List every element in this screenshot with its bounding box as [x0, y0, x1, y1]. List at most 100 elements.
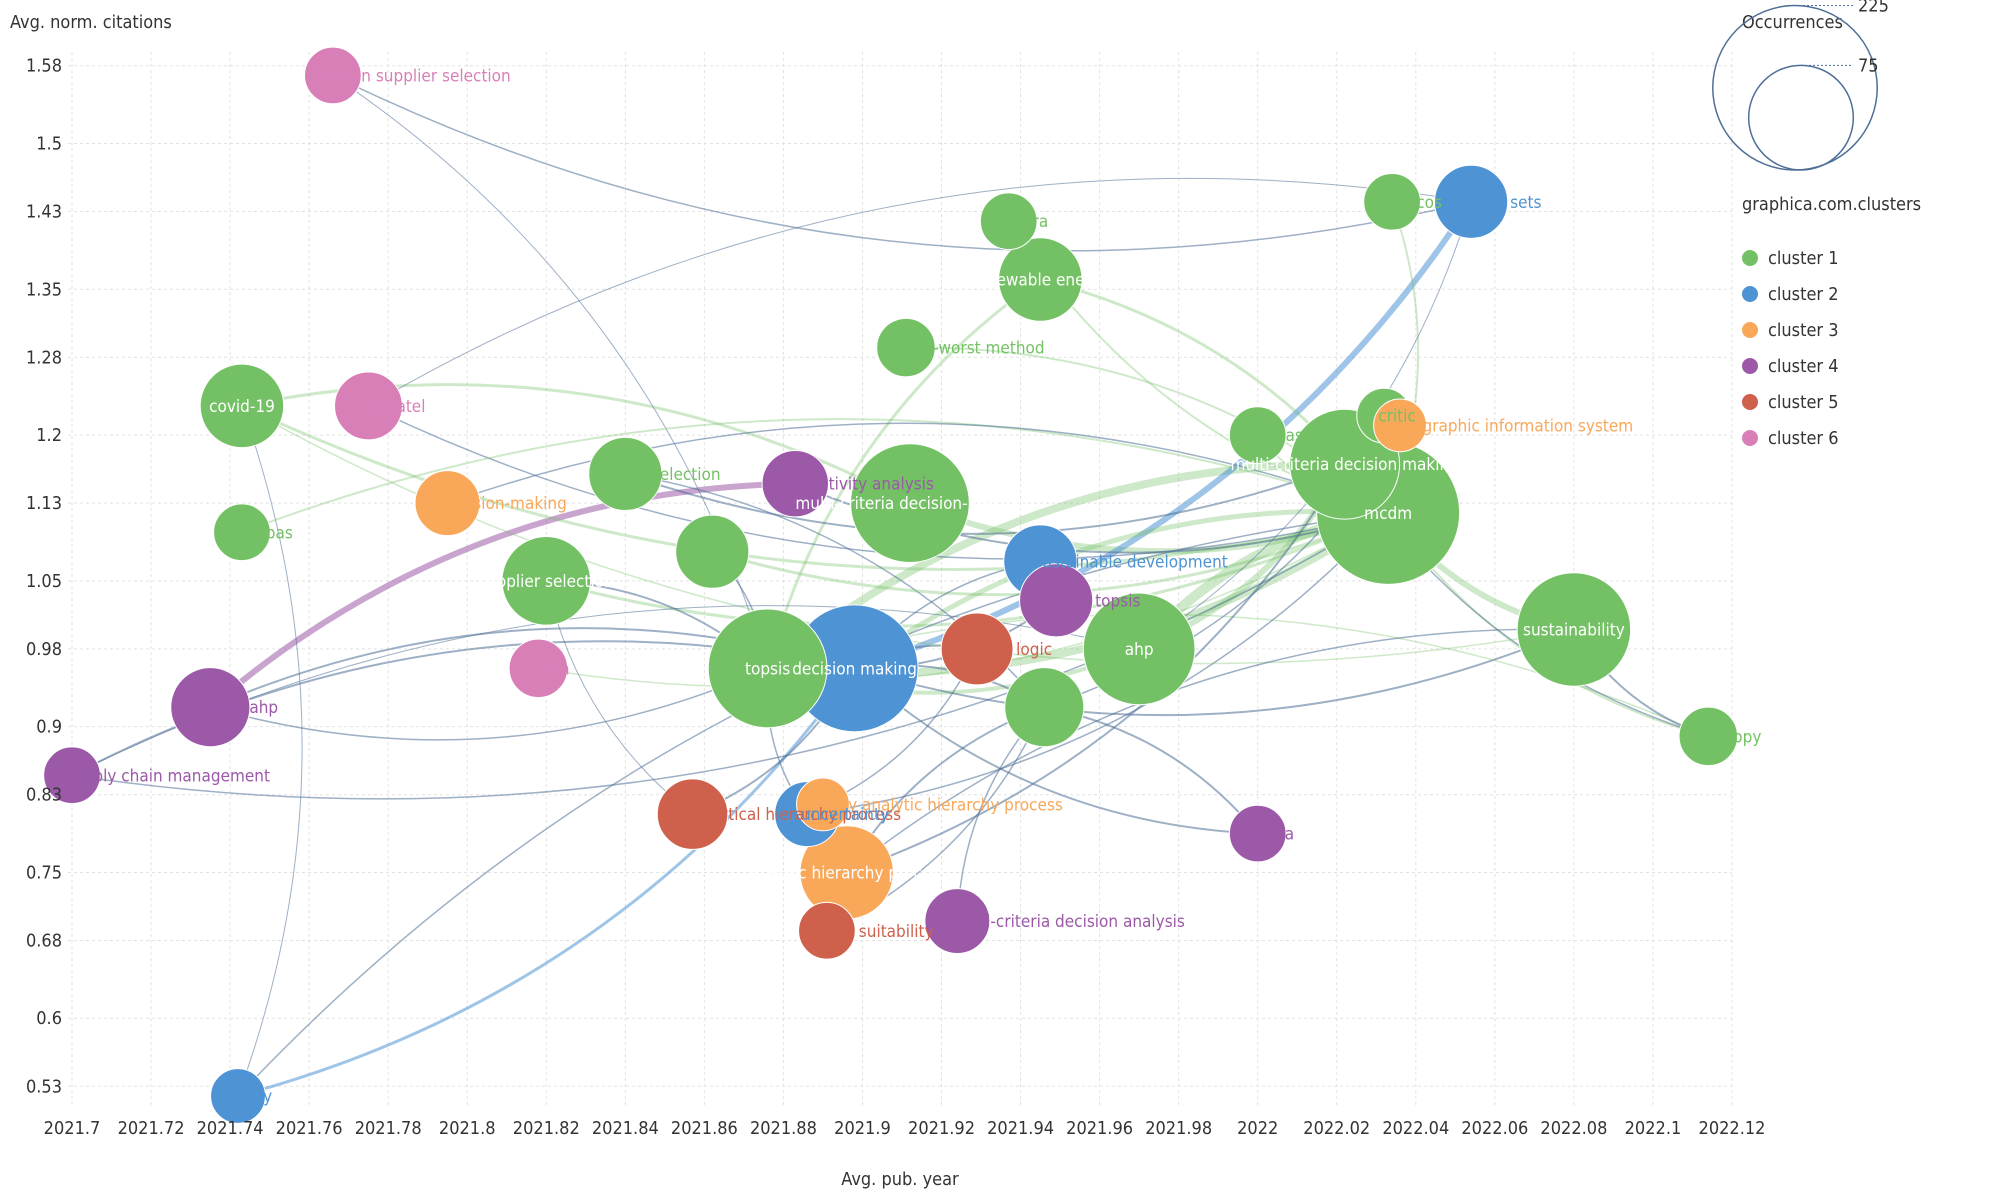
node-circle	[334, 371, 403, 441]
x-tick-label: 2022.06	[1461, 1118, 1528, 1139]
node-circle	[798, 901, 856, 960]
x-tick-label: 2021.98	[1145, 1118, 1212, 1139]
node-circle	[213, 503, 271, 562]
x-tick-label: 2022.1	[1625, 1118, 1682, 1139]
node-circle	[508, 638, 569, 699]
y-tick-label: 1.58	[26, 56, 62, 77]
node-label: sustainable development	[1034, 552, 1227, 572]
y-tick-label: 0.68	[26, 930, 62, 951]
legend-item-label: cluster 3	[1768, 320, 1839, 341]
node-label: gis	[1038, 698, 1060, 718]
node-circle	[707, 608, 828, 729]
node-label: best-worst method	[900, 339, 1045, 359]
edge	[209, 667, 769, 741]
node-label: sustainability	[1523, 620, 1625, 640]
node-circle	[1082, 592, 1196, 706]
node-circle	[1228, 804, 1287, 863]
legend-item-label: cluster 2	[1768, 284, 1839, 305]
axis-ticks: 2021.7 2021.72 2021.74 2021.76 2021.78 2021.8…	[26, 56, 1766, 1139]
node-label: sensitivity analysis	[789, 475, 934, 495]
node-label: dematel	[362, 397, 425, 417]
y-tick-label: 1.13	[26, 493, 62, 514]
node-label: supplier selection	[479, 572, 614, 592]
color-legend-title: graphica.com.clusters	[1742, 194, 1921, 215]
x-tick-label: 2021.76	[276, 1118, 343, 1139]
node-circle	[1678, 706, 1739, 767]
node-label: analytic hierarchy process	[746, 863, 947, 883]
legend-item-label: cluster 6	[1768, 428, 1839, 449]
node-label: multi-criteria decision-making	[795, 494, 1024, 514]
edge	[367, 177, 1472, 407]
edge	[853, 628, 1575, 717]
node-circle	[656, 778, 729, 850]
node-circle	[796, 777, 850, 832]
node-circle	[1363, 172, 1421, 231]
edge	[845, 463, 1346, 874]
node-circle	[43, 746, 101, 805]
size-legend-title: Occurrences	[1742, 12, 1843, 33]
node-label: topsis	[745, 659, 790, 679]
node-label: land suitability	[821, 922, 934, 942]
node-circle	[675, 514, 750, 589]
x-tick-label: 2021.96	[1066, 1118, 1133, 1139]
edge	[766, 278, 1042, 670]
legend: Occurrences graphica.com.clusters 225 75 c…	[1712, 0, 1921, 449]
y-tick-label: 0.9	[36, 717, 62, 738]
x-tick-label: 2021.88	[750, 1118, 817, 1139]
node-circle	[1434, 164, 1509, 239]
edge	[207, 480, 799, 711]
edge	[852, 508, 1391, 671]
y-tick-label: 0.75	[26, 862, 62, 883]
node-label: fuzzy sets	[1465, 193, 1541, 213]
x-tick-label: 2022.12	[1699, 1118, 1766, 1139]
x-tick-label: 2021.74	[197, 1118, 264, 1139]
node-circle	[940, 612, 1014, 686]
node-label: waspas	[236, 523, 293, 543]
node-label: site selection	[619, 465, 720, 485]
node-label: mcda	[1252, 825, 1294, 845]
node-circle	[924, 888, 991, 955]
node-label: fuzzy logic	[971, 640, 1052, 660]
x-axis-title: Avg. pub. year	[841, 1169, 959, 1190]
node-circle	[1228, 406, 1287, 464]
node-circle	[199, 363, 285, 449]
edge	[367, 405, 1389, 560]
node-label: vikor	[706, 543, 744, 563]
y-axis-title: Avg. norm. citations	[10, 12, 172, 33]
node-label: fuzzy	[232, 1087, 272, 1107]
node-label: critic	[1378, 407, 1416, 427]
node-circle	[170, 667, 251, 748]
nodes: green supplier selection fuzzy sets marcos…	[43, 46, 1761, 1124]
edge	[845, 628, 1575, 874]
legend-swatch	[1742, 286, 1758, 302]
node-circle	[850, 443, 970, 563]
y-tick-label: 1.28	[26, 347, 62, 368]
node-circle	[501, 536, 592, 626]
node-circle	[414, 470, 481, 537]
x-tick-label: 2021.82	[513, 1118, 580, 1139]
edge	[71, 512, 1389, 800]
node-circle	[304, 46, 362, 105]
x-tick-label: 2021.9	[834, 1118, 891, 1139]
legend-item-label: cluster 1	[1768, 248, 1839, 269]
node-label: mcdm	[1364, 504, 1412, 524]
node-circle	[1004, 667, 1085, 748]
edge	[624, 463, 1346, 535]
node-circle	[979, 192, 1038, 251]
node-label: fuzzy ahp	[204, 698, 278, 718]
node-label: renewable energy	[971, 271, 1109, 291]
x-tick-label: 2021.84	[592, 1118, 659, 1139]
legend-swatch	[1742, 250, 1758, 266]
node-circle	[761, 449, 829, 518]
node-label: swara	[1003, 212, 1049, 232]
node-label: supply chain management	[66, 766, 270, 786]
edge	[237, 405, 303, 1097]
x-tick-label: 2021.7	[44, 1118, 101, 1139]
node-label: decision-making	[441, 494, 566, 514]
node-label: bwm	[532, 659, 569, 679]
x-tick-label: 2021.86	[671, 1118, 738, 1139]
node-label: green supplier selection	[327, 66, 511, 86]
node-label: analytical hierarchy process	[687, 805, 902, 825]
edge	[332, 74, 1472, 252]
